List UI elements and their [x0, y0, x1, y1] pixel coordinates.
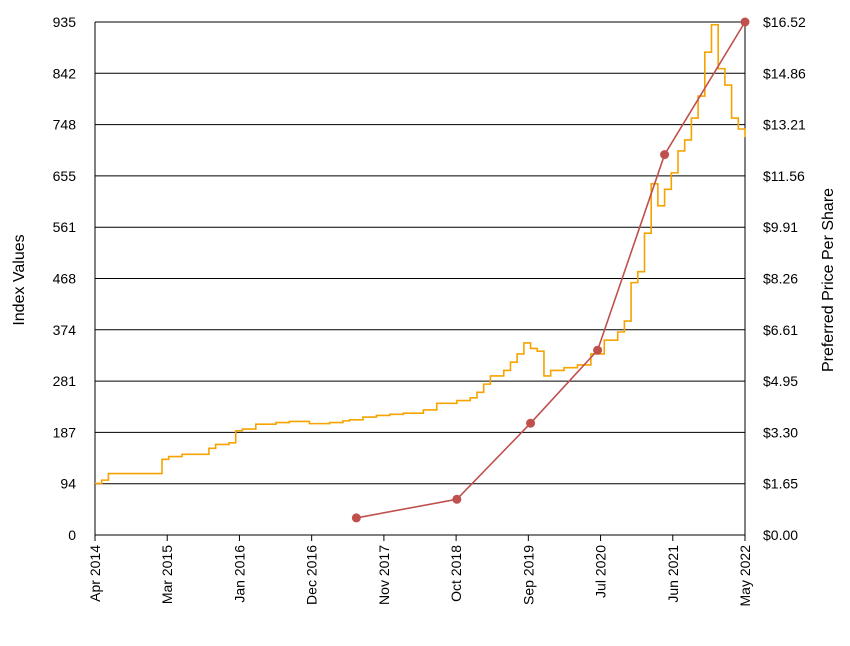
right-tick-label: $3.30: [763, 424, 798, 440]
right-tick-label: $9.91: [763, 219, 798, 235]
left-tick-label: 842: [53, 65, 77, 81]
preferred-price-marker: [351, 513, 361, 523]
left-tick-label: 748: [53, 117, 77, 133]
left-axis-ticks: 0 94 187 281 374 468 561 655 748 842 935: [53, 14, 77, 543]
right-tick-label: $8.26: [763, 271, 798, 287]
x-tick-label: Jul 2020: [593, 545, 609, 598]
left-tick-label: 655: [53, 168, 77, 184]
right-tick-label: $1.65: [763, 476, 798, 492]
right-tick-label: $0.00: [763, 527, 798, 543]
x-tick-label: Nov 2017: [376, 545, 392, 605]
right-axis-title: Preferred Price Per Share: [820, 188, 837, 372]
x-axis-ticks: Apr 2014 Mar 2015 Jan 2016 Dec 2016 Nov 2017…: [87, 535, 753, 606]
right-tick-label: $4.95: [763, 373, 798, 389]
x-tick-label: Dec 2016: [304, 545, 320, 605]
gridlines: [94, 21, 746, 536]
left-tick-label: 468: [53, 271, 77, 287]
right-tick-label: $11.56: [763, 168, 805, 184]
left-tick-label: 374: [53, 322, 77, 338]
x-tick-label: Sep 2019: [520, 545, 536, 605]
preferred-price-marker: [660, 150, 670, 160]
x-tick-label: Mar 2015: [159, 545, 175, 604]
x-tick-label: Jan 2016: [231, 545, 247, 603]
preferred-price-marker: [593, 345, 603, 355]
left-tick-label: 561: [53, 219, 77, 235]
right-tick-label: $13.21: [763, 117, 806, 133]
right-tick-label: $16.52: [763, 14, 806, 30]
right-tick-label: $14.86: [763, 65, 806, 81]
left-tick-label: 281: [53, 373, 77, 389]
preferred-price-marker: [740, 17, 750, 27]
x-tick-label: Apr 2014: [87, 545, 103, 602]
left-axis-title: Index Values: [11, 234, 28, 325]
left-tick-label: 0: [68, 527, 76, 543]
left-tick-label: 94: [60, 476, 76, 492]
x-tick-label: Oct 2018: [448, 545, 464, 602]
series-layer: [95, 17, 750, 523]
left-tick-label: 187: [53, 424, 77, 440]
x-tick-label: May 2022: [737, 545, 753, 607]
left-tick-label: 935: [53, 14, 77, 30]
index-values-line: [95, 23, 746, 485]
preferred-price-line: [356, 21, 746, 519]
preferred-price-marker: [452, 494, 462, 504]
right-tick-label: $6.61: [763, 322, 798, 338]
preferred-price-marker: [526, 418, 536, 428]
right-axis-ticks: $0.00 $1.65 $3.30 $4.95 $6.61 $8.26 $9.91 $11.5…: [763, 14, 806, 543]
x-tick-label: Jun 2021: [665, 545, 681, 603]
